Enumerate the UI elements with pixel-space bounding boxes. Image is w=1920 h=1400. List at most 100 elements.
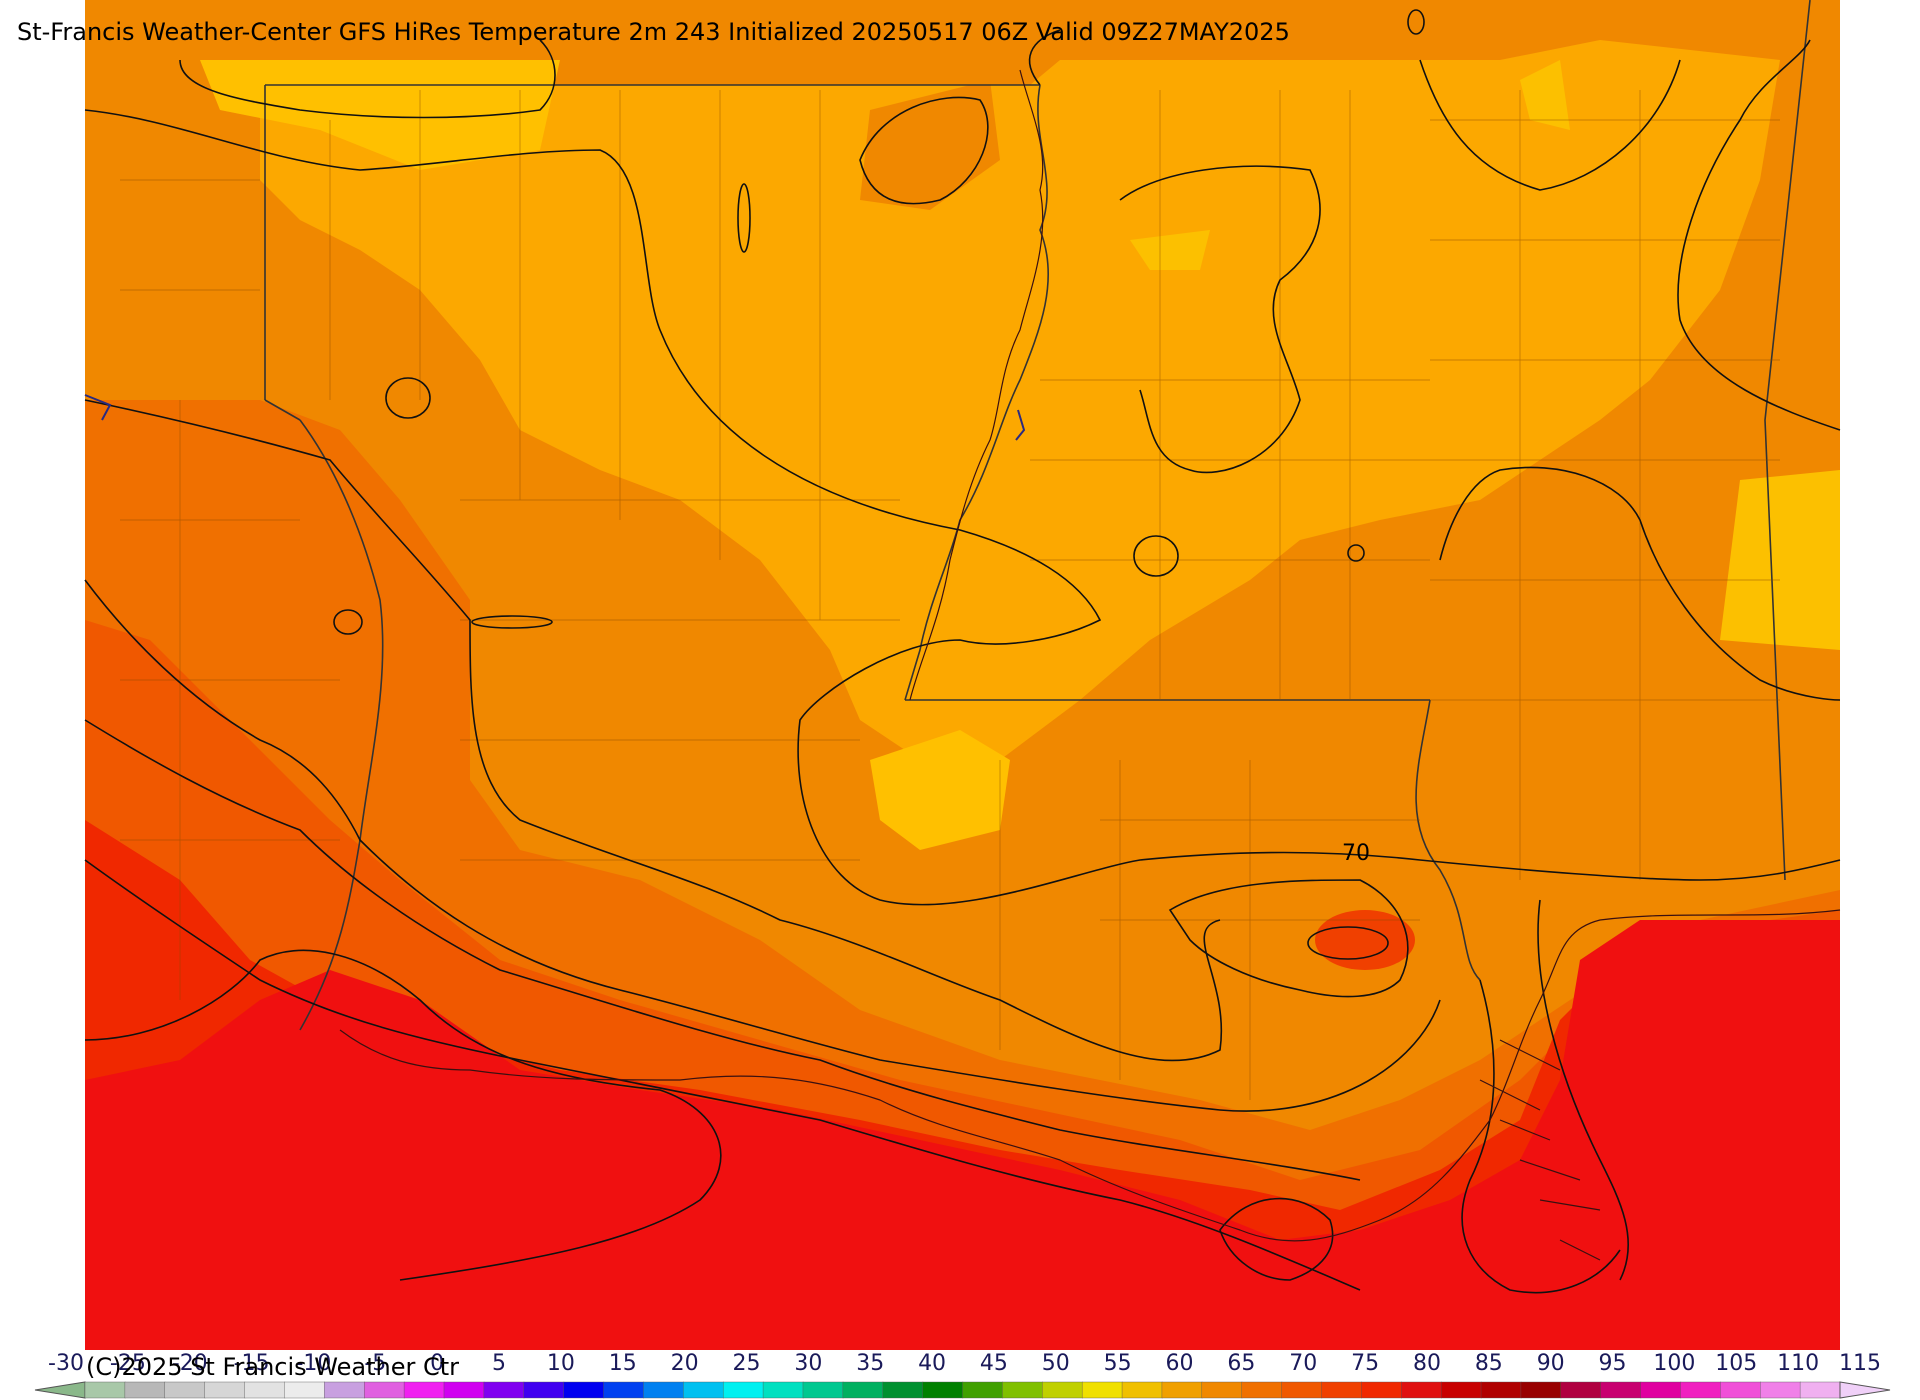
colorbar-tick-label: 0 <box>430 1351 445 1376</box>
colorbar-swatch <box>563 1381 605 1399</box>
colorbar-swatch <box>1401 1381 1442 1399</box>
colorbar-tick-label: 80 <box>1412 1351 1441 1376</box>
colorbar-swatch <box>523 1381 565 1399</box>
small-contour-5 <box>471 615 553 629</box>
colorbar-swatch <box>1361 1381 1402 1399</box>
colorbar-swatch <box>124 1381 166 1399</box>
colorbar <box>34 1381 1891 1399</box>
colorbar-tick-label: -15 <box>233 1351 270 1376</box>
colorbar-swatch <box>1560 1381 1602 1399</box>
colorbar-swatch <box>1321 1381 1363 1399</box>
temp-band-deep-red <box>85 920 1840 1350</box>
colorbar-tick-label: 55 <box>1103 1351 1132 1376</box>
colorbar-swatch <box>603 1381 645 1399</box>
colorbar-tick-label: 15 <box>608 1351 637 1376</box>
temp-band-lightyellow-5 <box>1720 470 1840 650</box>
copyright-text: (C)2025 St Francis Weather Ctr <box>86 1353 460 1381</box>
colorbar-tick-label: 115 <box>1839 1351 1881 1376</box>
colorbar-swatch <box>762 1381 804 1399</box>
temp-band-lightyellow-3 <box>1130 230 1210 270</box>
colorbar-swatch <box>1640 1381 1682 1399</box>
map-title: St-Francis Weather-Center GFS HiRes Temp… <box>17 18 1290 46</box>
temp-band-lightyellow-2 <box>870 730 1010 850</box>
colorbar-swatch <box>722 1381 764 1399</box>
colorbar-swatch <box>84 1381 126 1399</box>
colorbar-tick-label: -25 <box>109 1351 146 1376</box>
colorbar-right-arrow <box>1839 1381 1891 1399</box>
colorbar-swatch <box>842 1381 884 1399</box>
colorbar-swatch <box>922 1381 964 1399</box>
colorbar-swatch <box>1720 1381 1761 1399</box>
colorbar-tick-label: 45 <box>979 1351 1008 1376</box>
small-contour-3 <box>333 609 363 635</box>
colorbar-swatch <box>1480 1381 1522 1399</box>
colorbar-tick-label: 100 <box>1653 1351 1696 1376</box>
colorbar-swatch <box>324 1381 365 1399</box>
colorbar-swatch <box>802 1381 844 1399</box>
colorbar-swatch <box>483 1381 525 1399</box>
state-borders <box>264 0 1811 1031</box>
colorbar-swatch <box>244 1381 286 1399</box>
colorbar-swatch <box>364 1381 405 1399</box>
colorbar-tick-label: 5 <box>492 1351 507 1376</box>
colorbar-tick-label: 75 <box>1351 1351 1380 1376</box>
colorbar-swatch <box>1680 1381 1722 1399</box>
colorbar-swatch <box>643 1381 684 1399</box>
colorbar-swatch <box>1281 1381 1323 1399</box>
colorbar-swatch <box>962 1381 1004 1399</box>
small-contour-7 <box>1407 9 1425 35</box>
colorbar-swatch <box>1799 1381 1841 1399</box>
coastline <box>339 69 1841 1261</box>
colorbar-tick-label: 90 <box>1536 1351 1565 1376</box>
colorbar-swatch <box>403 1381 445 1399</box>
colorbar-swatch <box>1121 1381 1163 1399</box>
colorbar-swatch <box>882 1381 924 1399</box>
county-lines <box>120 90 1780 1100</box>
colorbar-tick-label: 20 <box>670 1351 699 1376</box>
small-contour-4 <box>737 183 751 253</box>
colorbar-tick-label: 60 <box>1165 1351 1194 1376</box>
colorbar-tick-label: 40 <box>918 1351 947 1376</box>
colorbar-swatch <box>683 1381 724 1399</box>
temp-band-lightyellow-1 <box>200 60 560 170</box>
colorbar-tick-label: 50 <box>1041 1351 1070 1376</box>
colorbar-swatch <box>1241 1381 1283 1399</box>
colorbar-swatch <box>1760 1381 1801 1399</box>
colorbar-tick-label: 70 <box>1289 1351 1318 1376</box>
colorbar-swatch <box>1081 1381 1123 1399</box>
colorbar-tick-label: 35 <box>856 1351 885 1376</box>
warm-spot <box>1315 910 1415 970</box>
colorbar-tick-label: -5 <box>364 1351 387 1376</box>
colorbar-swatch <box>1600 1381 1642 1399</box>
colorbar-left-arrow <box>34 1381 86 1399</box>
temp-band-orange-north <box>860 80 1000 210</box>
colorbar-tick-label: 65 <box>1227 1351 1256 1376</box>
marker-symbols <box>84 394 1026 441</box>
colorbar-tick-label: 30 <box>794 1351 823 1376</box>
colorbar-tick-label: 110 <box>1777 1351 1820 1376</box>
small-contour-2 <box>1133 535 1179 577</box>
small-contour-6 <box>1347 544 1365 562</box>
colorbar-swatch <box>443 1381 485 1399</box>
colorbar-tick-label: 105 <box>1715 1351 1758 1376</box>
colorbar-swatch <box>164 1381 206 1399</box>
colorbar-tick-label: -10 <box>295 1351 332 1376</box>
colorbar-tick-label: 25 <box>732 1351 761 1376</box>
colorbar-tick-label: -20 <box>171 1351 208 1376</box>
colorbar-swatch <box>1201 1381 1243 1399</box>
colorbar-swatch <box>1440 1381 1482 1399</box>
colorbar-swatch <box>284 1381 326 1399</box>
isotherms <box>84 9 1841 1294</box>
colorbar-tick-label: 85 <box>1474 1351 1503 1376</box>
colorbar-swatch <box>1520 1381 1562 1399</box>
colorbar-tick-label: -30 <box>48 1351 84 1376</box>
colorbar-swatch <box>1161 1381 1203 1399</box>
temp-band-lightyellow-4 <box>1520 60 1570 130</box>
colorbar-swatch <box>1002 1381 1043 1399</box>
colorbar-tick-label: 95 <box>1598 1351 1627 1376</box>
colorbar-swatch <box>204 1381 246 1399</box>
colorbar-tick-label: 10 <box>546 1351 575 1376</box>
small-contour-1 <box>385 377 431 419</box>
contour-label: 70 <box>1342 841 1370 866</box>
